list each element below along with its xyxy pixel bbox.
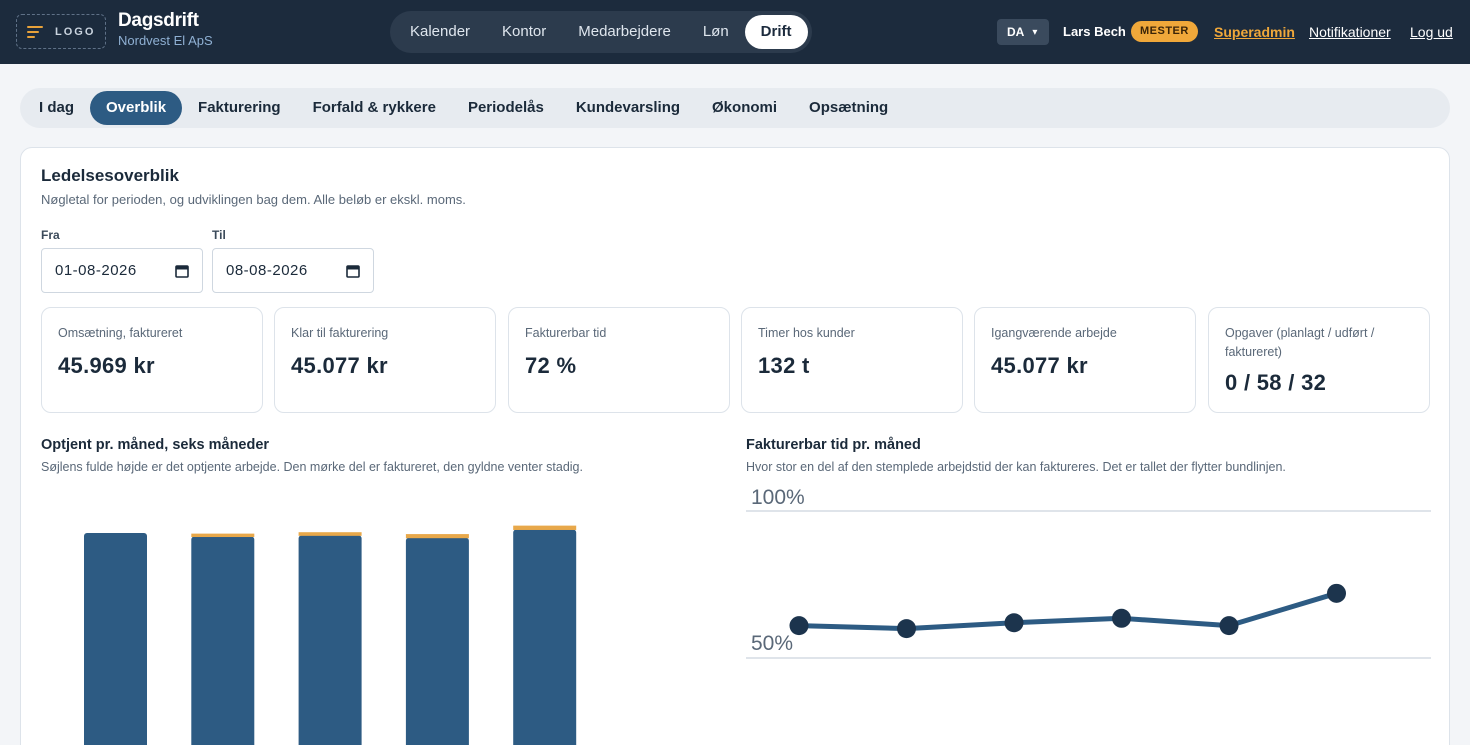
- notifications-link[interactable]: Notifikationer: [1309, 24, 1391, 40]
- kpi-value: 132 t: [758, 353, 810, 378]
- to-date-input[interactable]: 08-08-2026: [212, 248, 374, 293]
- data-point: [789, 616, 809, 636]
- data-point: [1219, 616, 1239, 636]
- main-nav: Kalender Kontor Medarbejdere Løn Drift: [390, 11, 812, 53]
- billable-chart-title: Fakturerbar tid pr. måned: [746, 437, 921, 453]
- chevron-down-icon: ▾: [1032, 26, 1038, 38]
- bar-pending: [298, 532, 362, 536]
- kpi-card-work-in-progress: Igangværende arbejde 45.077 kr: [974, 307, 1196, 413]
- bar-invoiced: [191, 536, 255, 745]
- y-tick-label: 100%: [751, 486, 805, 509]
- user-name: Lars Bech: [1063, 24, 1126, 39]
- bar-invoiced: [298, 535, 362, 745]
- tab-5[interactable]: Kundevarsling: [575, 99, 681, 116]
- kpi-label: Igangværende arbejde: [991, 326, 1117, 340]
- sub-nav: I dag Overblik Fakturering Forfald & rykker…: [20, 88, 1450, 128]
- top-bar: LOGO Dagsdrift Nordvest El ApS Kalender K…: [0, 0, 1470, 64]
- from-date-value: 01-08-2026: [55, 262, 137, 279]
- billable-line-chart: 100% 50%: [746, 486, 1431, 659]
- page-subtitle: Nøgletal for perioden, og udviklingen ba…: [41, 192, 466, 207]
- kpi-value: 72 %: [525, 353, 577, 378]
- bar-invoiced: [513, 529, 577, 745]
- logo-menu-button[interactable]: LOGO: [16, 14, 106, 49]
- earned-chart-subtitle: Søjlens fulde højde er det optjente arbe…: [41, 460, 583, 474]
- from-date-input[interactable]: 01-08-2026: [41, 248, 203, 293]
- company-name: Nordvest El ApS: [118, 33, 213, 48]
- bar-invoiced: [84, 533, 147, 745]
- language-value: DA: [1007, 25, 1025, 39]
- data-point: [897, 619, 916, 639]
- nav-item-drift[interactable]: Drift: [744, 15, 808, 49]
- y-tick-label: 50%: [751, 632, 793, 655]
- role-badge: MESTER: [1131, 21, 1198, 42]
- kpi-value: 45.077 kr: [291, 353, 388, 378]
- bar-pending: [191, 533, 255, 538]
- logout-link[interactable]: Log ud: [1410, 24, 1453, 40]
- kpi-value: 45.969 kr: [58, 353, 155, 378]
- nav-item-medarbejdere[interactable]: Medarbejdere: [578, 23, 671, 40]
- bar-pending: [513, 525, 577, 530]
- kpi-card-tasks: Opgaver (planlagt / udført / faktureret)…: [1208, 307, 1430, 413]
- tab-6[interactable]: Økonomi: [712, 99, 778, 116]
- kpi-label: Omsætning, faktureret: [58, 326, 183, 340]
- kpi-label: Klar til fakturering: [291, 326, 389, 340]
- menu-icon: [27, 25, 43, 38]
- tab-7[interactable]: Opsætning: [809, 99, 889, 116]
- kpi-label: Timer hos kunder: [758, 326, 855, 340]
- calendar-icon[interactable]: [346, 264, 360, 278]
- tab-2[interactable]: Fakturering: [198, 99, 281, 116]
- earned-bar-chart: [84, 525, 577, 745]
- logo: LOGO: [55, 25, 96, 38]
- tab-4[interactable]: Periodelås: [467, 99, 544, 116]
- to-date-value: 08-08-2026: [226, 262, 308, 279]
- bar-pending: [405, 534, 469, 539]
- kpi-card-ready-to-invoice: Klar til fakturering 45.077 kr: [274, 307, 496, 413]
- series-line: [798, 590, 1338, 632]
- data-point: [1112, 608, 1131, 628]
- overview-card: Ledelsesoverblik Nøgletal for perioden, …: [20, 147, 1450, 745]
- earned-chart-title: Optjent pr. måned, seks måneder: [41, 437, 270, 453]
- to-label: Til: [212, 228, 226, 242]
- page-title: Ledelsesoverblik: [41, 166, 179, 185]
- kpi-card-revenue: Omsætning, faktureret 45.969 kr: [41, 307, 263, 413]
- kpi-value: 45.077 kr: [991, 353, 1088, 378]
- tab-0[interactable]: I dag: [39, 99, 75, 116]
- nav-item-løn[interactable]: Løn: [702, 23, 729, 40]
- kpi-label: Opgaver (planlagt / udført / faktureret): [1225, 326, 1375, 359]
- calendar-icon[interactable]: [175, 264, 189, 278]
- nav-item-kalender[interactable]: Kalender: [410, 23, 471, 40]
- kpi-label: Fakturerbar tid: [525, 326, 607, 340]
- from-label: Fra: [41, 228, 60, 242]
- app-title: Dagsdrift: [118, 10, 199, 31]
- kpi-card-customer-hours: Timer hos kunder 132 t: [741, 307, 963, 413]
- billable-chart-subtitle: Hvor stor en del af den stemplede arbejd…: [746, 460, 1286, 474]
- kpi-card-billable-time: Fakturerbar tid 72 %: [508, 307, 730, 413]
- bar-invoiced: [405, 537, 469, 745]
- superadmin-link[interactable]: Superadmin: [1214, 24, 1295, 40]
- data-point: [1004, 613, 1024, 633]
- kpi-value: 0 / 58 / 32: [1225, 370, 1327, 395]
- data-point: [1327, 583, 1346, 603]
- tab-1[interactable]: Overblik: [90, 91, 183, 125]
- language-select[interactable]: DA ▾: [997, 19, 1049, 45]
- nav-item-kontor[interactable]: Kontor: [502, 23, 547, 40]
- tab-3[interactable]: Forfald & rykkere: [312, 99, 436, 116]
